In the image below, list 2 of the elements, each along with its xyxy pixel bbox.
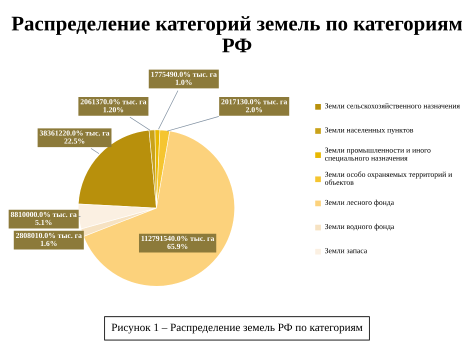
- chart-title: Распределение категорий земель по категориям РФ: [12, 16, 462, 52]
- text: Рисунок 1 – Распределение земель РФ по категориям: [112, 324, 362, 334]
